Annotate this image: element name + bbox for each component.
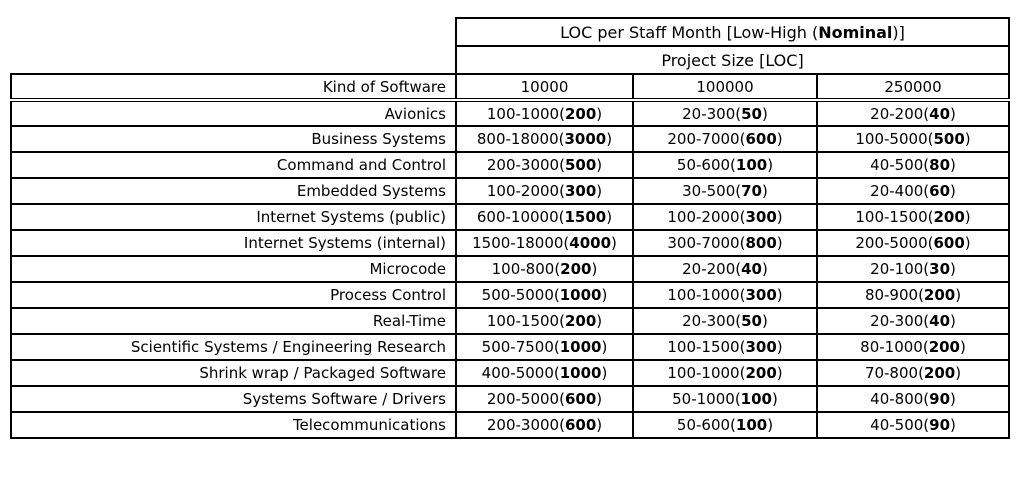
loc-range-cell: 80-1000(200) [815, 333, 1011, 361]
table-row: Internet Systems (internal) 1500-18000(40… [10, 229, 1011, 257]
row-label: Scientific Systems / Engineering Researc… [10, 333, 457, 361]
row-label: Internet Systems (public) [10, 203, 457, 231]
title-suffix-text: )] [892, 22, 905, 42]
column-header-250000: 250000 [815, 73, 1011, 102]
column-header-10000: 10000 [455, 73, 634, 102]
row-label: Systems Software / Drivers [10, 385, 457, 413]
loc-range-cell: 200-5000(600) [815, 229, 1011, 257]
loc-range-cell: 20-300(50) [632, 99, 818, 127]
title-bold-text: Nominal [818, 22, 893, 42]
loc-range-cell: 200-3000(600) [455, 411, 634, 439]
row-label: Embedded Systems [10, 177, 457, 205]
column-header-100000: 100000 [632, 73, 818, 102]
loc-range-cell: 100-2000(300) [632, 203, 818, 231]
loc-range-cell: 100-800(200) [455, 255, 634, 283]
loc-range-cell: 100-2000(300) [455, 177, 634, 205]
title-text: LOC per Staff Month [Low-High ( [560, 22, 819, 42]
loc-range-cell: 40-800(90) [815, 385, 1011, 413]
loc-range-cell: 40-500(80) [815, 151, 1011, 179]
loc-range-cell: 800-18000(3000) [455, 125, 634, 153]
table-row: Real-Time 100-1500(200) 20-300(50) 20-300(4… [10, 307, 1011, 335]
title-row: LOC per Staff Month [Low-High (Nominal)] [11, 17, 1011, 47]
loc-range-cell: 500-7500(1000) [455, 333, 634, 361]
table-row: Business Systems 800-18000(3000) 200-7000(… [10, 125, 1011, 153]
row-label: Business Systems [10, 125, 457, 153]
row-label: Command and Control [10, 151, 457, 179]
kind-of-software-header: Kind of Software [10, 73, 457, 102]
loc-range-cell: 100-1500(200) [455, 307, 634, 335]
loc-range-cell: 20-300(50) [632, 307, 818, 335]
row-label: Real-Time [10, 307, 457, 335]
row-label: Internet Systems (internal) [10, 229, 457, 257]
loc-range-cell: 40-500(90) [815, 411, 1011, 439]
loc-range-cell: 200-3000(500) [455, 151, 634, 179]
project-size-header: Project Size [LOC] [454, 45, 1011, 75]
table-row: Process Control 500-5000(1000) 100-1000(30… [10, 281, 1011, 309]
loc-range-cell: 100-1500(200) [815, 203, 1011, 231]
loc-range-cell: 500-5000(1000) [455, 281, 634, 309]
loc-range-cell: 400-5000(1000) [455, 359, 634, 387]
loc-range-cell: 200-7000(600) [632, 125, 818, 153]
table-row: Shrink wrap / Packaged Software 400-5000(… [10, 359, 1011, 387]
loc-range-cell: 1500-18000(4000) [455, 229, 634, 257]
row-label: Microcode [10, 255, 457, 283]
table-row: Internet Systems (public) 600-10000(1500)… [10, 203, 1011, 231]
row-label: Shrink wrap / Packaged Software [10, 359, 457, 387]
table-row: Microcode 100-800(200) 20-200(40) 20-100(30… [10, 255, 1011, 283]
table-row: Systems Software / Drivers 200-5000(600) 5… [10, 385, 1011, 413]
loc-range-cell: 20-400(60) [815, 177, 1011, 205]
loc-range-cell: 100-1000(200) [455, 99, 634, 127]
column-header-row: Kind of Software 10000 100000 250000 [10, 73, 1011, 102]
loc-range-cell: 30-500(70) [632, 177, 818, 205]
loc-range-cell: 200-5000(600) [455, 385, 634, 413]
spacer-cell [11, 46, 456, 74]
loc-range-cell: 50-600(100) [632, 151, 818, 179]
subtitle-row: Project Size [LOC] [11, 45, 1011, 75]
spacer-cell [11, 18, 456, 46]
loc-range-cell: 100-5000(500) [815, 125, 1011, 153]
loc-range-cell: 20-200(40) [632, 255, 818, 283]
loc-range-cell: 20-200(40) [815, 99, 1011, 127]
table-row: Embedded Systems 100-2000(300) 30-500(70) 2… [10, 177, 1011, 205]
loc-range-cell: 20-100(30) [815, 255, 1011, 283]
loc-range-cell: 80-900(200) [815, 281, 1011, 309]
loc-range-cell: 100-1000(200) [632, 359, 818, 387]
loc-range-cell: 50-1000(100) [632, 385, 818, 413]
loc-range-cell: 100-1000(300) [632, 281, 818, 309]
table-body: Avionics 100-1000(200) 20-300(50) 20-200(40… [10, 99, 1011, 439]
table-title: LOC per Staff Month [Low-High (Nominal)] [454, 17, 1011, 47]
loc-range-cell: 600-10000(1500) [455, 203, 634, 231]
loc-per-staff-month-table: LOC per Staff Month [Low-High (Nominal)]… [10, 17, 1011, 439]
loc-range-cell: 100-1500(300) [632, 333, 818, 361]
row-label: Telecommunications [10, 411, 457, 439]
table-row: Avionics 100-1000(200) 20-300(50) 20-200(40… [10, 99, 1011, 127]
loc-range-cell: 20-300(40) [815, 307, 1011, 335]
row-label: Process Control [10, 281, 457, 309]
row-label: Avionics [10, 99, 457, 127]
loc-range-cell: 300-7000(800) [632, 229, 818, 257]
loc-range-cell: 70-800(200) [815, 359, 1011, 387]
loc-range-cell: 50-600(100) [632, 411, 818, 439]
table-row: Scientific Systems / Engineering Researc… [10, 333, 1011, 361]
table-row: Command and Control 200-3000(500) 50-600(1… [10, 151, 1011, 179]
table-row: Telecommunications 200-3000(600) 50-600(10… [10, 411, 1011, 439]
